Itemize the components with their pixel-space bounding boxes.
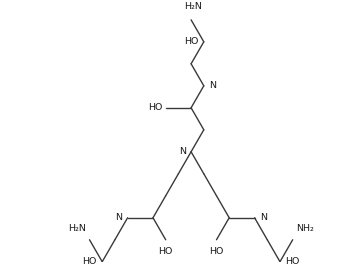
Text: HO: HO — [148, 103, 162, 112]
Text: N: N — [115, 213, 122, 222]
Text: HO: HO — [184, 37, 198, 46]
Text: N: N — [260, 213, 267, 222]
Text: N: N — [179, 147, 187, 156]
Text: N: N — [209, 81, 216, 90]
Text: H₂N: H₂N — [184, 2, 202, 11]
Text: HO: HO — [158, 247, 173, 256]
Text: HO: HO — [82, 257, 97, 266]
Text: HO: HO — [209, 247, 224, 256]
Text: H₂N: H₂N — [68, 224, 86, 232]
Text: NH₂: NH₂ — [296, 224, 314, 232]
Text: HO: HO — [285, 257, 300, 266]
